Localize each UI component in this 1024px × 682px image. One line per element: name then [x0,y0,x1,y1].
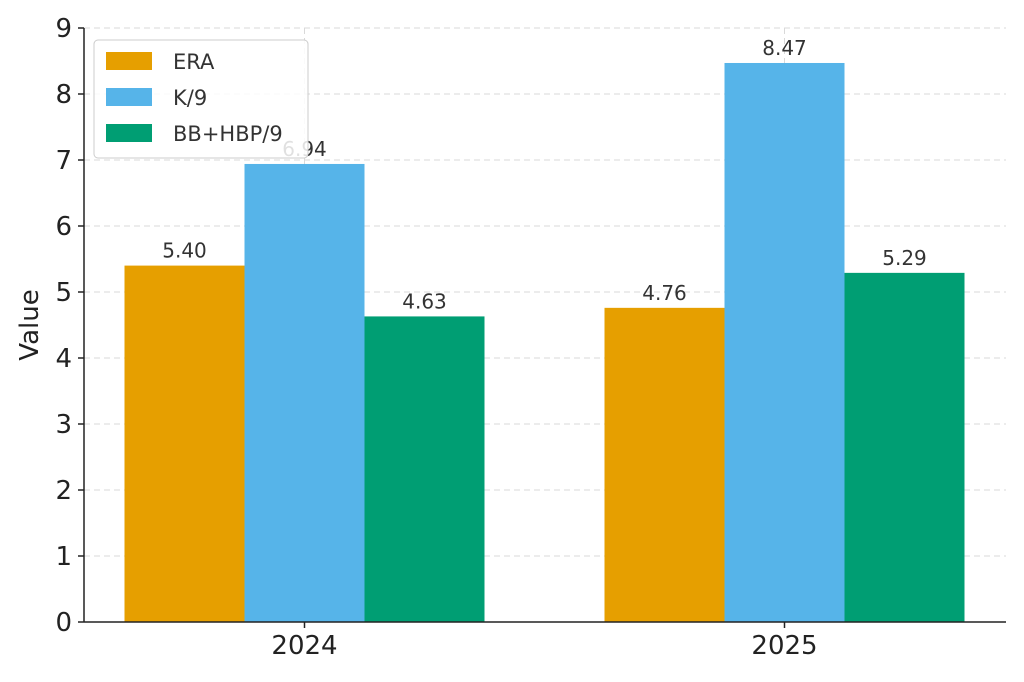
bar-era-2025 [604,307,725,622]
y-tick-label: 4 [55,344,72,374]
y-tick-label: 5 [55,278,72,308]
bars [124,62,965,623]
bar-k-9-2025 [724,62,845,623]
y-axis-title: Value [15,289,45,360]
x-tick-label: 2025 [751,631,817,661]
bar-bb-hbp-9-2025 [844,272,965,622]
bar-k-9-2024 [244,163,365,622]
legend: ERA K/9 BB+HBP/9 [93,39,309,159]
legend-label: ERA [173,50,215,74]
legend-label: BB+HBP/9 [173,122,283,146]
x-tick-label: 2024 [271,631,337,661]
data-label: 4.63 [402,289,447,313]
data-label: 8.47 [762,36,807,60]
y-tick-label: 1 [55,542,72,572]
bar-era-2024 [124,265,245,622]
data-label: 5.29 [882,246,927,270]
legend-swatch [106,52,152,70]
y-tick-label: 6 [55,212,72,242]
data-label: 4.76 [642,281,687,305]
data-labels: 5.404.766.948.474.635.29 [162,36,927,313]
legend-label: K/9 [173,86,207,110]
legend-swatch [106,88,152,106]
y-tick-label: 3 [55,410,72,440]
y-tick-label: 2 [55,476,72,506]
data-label: 5.40 [162,239,207,263]
bar-bb-hbp-9-2024 [364,316,485,622]
y-tick-label: 0 [55,608,72,638]
axes: 0 1 2 3 4 5 6 7 8 9 2024 2025 [55,14,1006,661]
legend-swatch [106,124,152,142]
y-tick-label: 8 [55,80,72,110]
y-tick-label: 9 [55,14,72,44]
y-tick-label: 7 [55,146,72,176]
